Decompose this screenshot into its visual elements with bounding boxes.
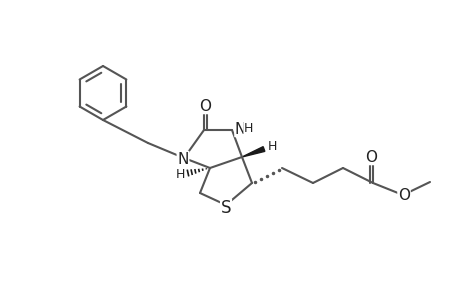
Text: H: H <box>243 122 253 136</box>
Text: N: N <box>235 122 246 136</box>
Text: O: O <box>397 188 409 203</box>
Text: H: H <box>175 169 184 182</box>
Text: S: S <box>220 199 231 217</box>
Text: N: N <box>177 152 188 166</box>
Text: H: H <box>267 140 276 154</box>
Polygon shape <box>241 147 264 157</box>
Text: O: O <box>364 149 376 164</box>
Text: O: O <box>199 98 211 113</box>
